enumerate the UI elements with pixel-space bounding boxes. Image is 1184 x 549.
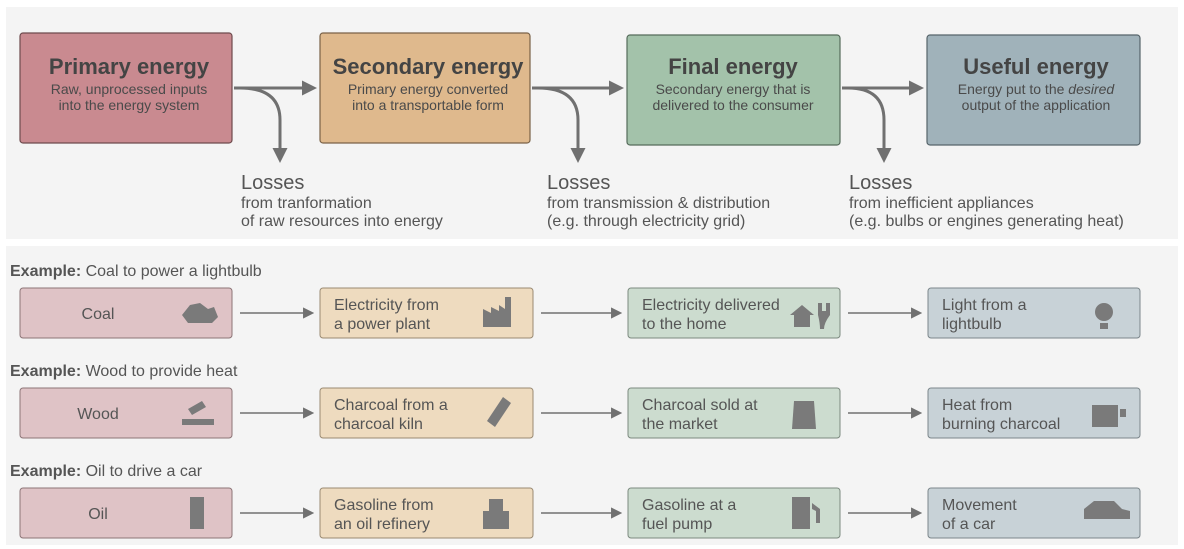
example-text: Electricity from xyxy=(334,297,439,314)
stage-box xyxy=(626,34,841,146)
example-box xyxy=(627,487,841,539)
icon xyxy=(487,397,511,427)
stage-desc: into a transportable form xyxy=(352,97,504,113)
stage-desc: Raw, unprocessed inputs xyxy=(51,81,207,97)
losses-line: from inefficient appliances xyxy=(849,195,1034,212)
stage-desc: into the energy system xyxy=(59,97,200,113)
desc-em: desired xyxy=(1068,81,1115,97)
losses-line: (e.g. through electricity grid) xyxy=(547,213,745,230)
examples: Example: Coal to power a lightbulb Coal El… xyxy=(10,263,1141,539)
example-text: to the home xyxy=(642,316,727,333)
losses-line: from transmission & distribution xyxy=(547,195,770,212)
stage-desc: Energy put to the desired xyxy=(958,81,1116,97)
stage-box xyxy=(926,34,1141,146)
icon xyxy=(1095,303,1113,329)
example-text: burning charcoal xyxy=(942,416,1060,433)
example-text: Charcoal sold at xyxy=(642,397,758,414)
example-text: Gasoline at a xyxy=(642,497,736,514)
losses-title: Losses xyxy=(547,172,610,194)
stage-desc: output of the application xyxy=(962,97,1111,113)
icon xyxy=(792,401,816,429)
stage-desc: Secondary energy that is xyxy=(656,81,811,97)
icon xyxy=(1084,501,1130,519)
example-box xyxy=(319,387,534,439)
desc-part: Energy put to the xyxy=(958,81,1069,97)
example-prefix: Example: xyxy=(10,363,81,380)
example-label: Example: Wood to provide heat xyxy=(10,363,238,380)
example-text: Heat from xyxy=(942,397,1012,414)
example-label: Example: Coal to power a lightbulb xyxy=(10,263,262,280)
example-text: Light from a xyxy=(942,297,1027,314)
stage-title: Useful energy xyxy=(963,54,1109,79)
example-title: Coal to power a lightbulb xyxy=(81,263,262,280)
example-box xyxy=(319,287,534,339)
icon xyxy=(1092,405,1126,427)
example-box xyxy=(19,287,233,339)
stage-title: Final energy xyxy=(668,54,798,79)
losses-title: Losses xyxy=(849,172,912,194)
example-box xyxy=(927,487,1141,539)
example-text: Wood xyxy=(77,406,119,423)
example-text: an oil refinery xyxy=(334,516,430,533)
stage-box xyxy=(319,32,531,144)
example-prefix: Example: xyxy=(10,463,81,480)
example-box xyxy=(627,387,841,439)
icon xyxy=(182,303,218,323)
stage-desc: Primary energy converted xyxy=(348,81,508,97)
icon xyxy=(483,297,511,327)
icon xyxy=(190,497,204,529)
stage-box xyxy=(19,32,233,144)
example-text: the market xyxy=(642,416,718,433)
example-box xyxy=(19,487,233,539)
example-box xyxy=(627,287,841,339)
example-box xyxy=(927,387,1141,439)
example-title: Oil to drive a car xyxy=(81,463,203,480)
example-box xyxy=(927,287,1141,339)
top-arrows xyxy=(234,80,924,163)
icon xyxy=(790,303,830,329)
losses-line: of raw resources into energy xyxy=(241,213,443,230)
losses-title: Losses xyxy=(241,172,304,194)
example-title: Wood to provide heat xyxy=(81,363,238,380)
example-box xyxy=(319,487,534,539)
icon xyxy=(182,401,214,425)
losses-line: (e.g. bulbs or engines generating heat) xyxy=(849,213,1124,230)
example-prefix: Example: xyxy=(10,263,81,280)
stage-desc: delivered to the consumer xyxy=(652,97,813,113)
example-label: Example: Oil to drive a car xyxy=(10,463,203,480)
example-text: Coal xyxy=(82,306,115,323)
example-text: Electricity delivered xyxy=(642,297,780,314)
stage-title: Primary energy xyxy=(49,54,210,79)
example-text: of a car xyxy=(942,516,996,533)
example-text: lightbulb xyxy=(942,316,1002,333)
losses-line: from tranformation xyxy=(241,195,372,212)
example-text: Movement xyxy=(942,497,1017,514)
example-text: Oil xyxy=(88,506,108,523)
example-text: a power plant xyxy=(334,316,431,333)
stage-title: Secondary energy xyxy=(333,54,525,79)
example-text: charcoal kiln xyxy=(334,416,423,433)
example-text: Charcoal from a xyxy=(334,397,448,414)
example-text: fuel pump xyxy=(642,516,712,533)
icon xyxy=(792,497,820,529)
icon xyxy=(483,499,509,529)
example-text: Gasoline from xyxy=(334,497,434,514)
example-box xyxy=(19,387,233,439)
